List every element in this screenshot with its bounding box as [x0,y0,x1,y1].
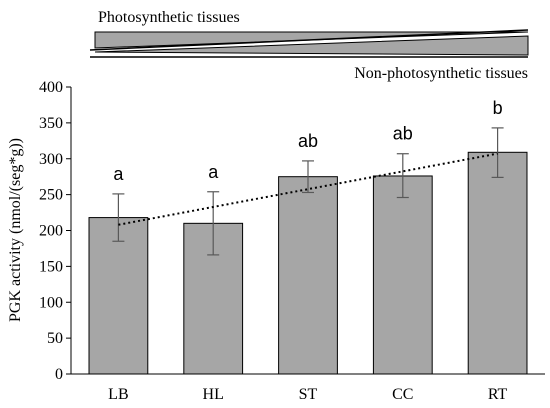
trendline [118,152,498,226]
y-tick-label: 350 [39,115,63,132]
y-tick-label: 50 [47,330,63,347]
significance-label-rt: b [493,98,503,118]
non-photosynthetic-tissues-label: Non-photosynthetic tissues [354,65,528,82]
bar-rt [467,151,528,375]
significance-label-cc: ab [393,124,413,144]
significance-label-lb: a [113,164,124,184]
y-tick-label: 200 [39,223,63,240]
tissue-gradient-diagram: Photosynthetic tissues Non-photosyntheti… [89,9,529,82]
y-tick-label: 150 [39,258,63,275]
y-axis-label: PGK activity (nmol/(seg*g)) [7,138,24,322]
x-tick-group: LB HL ST CC RT [108,386,507,403]
non-photosynthetic-wedge [94,35,529,56]
y-tick-label: 250 [39,187,63,204]
y-tick-label: 0 [55,366,63,383]
x-tick-label-cc: CC [392,386,413,403]
x-tick-label-lb: LB [108,386,128,403]
bar-cc [372,175,433,375]
y-tick-label: 400 [39,79,63,96]
error-bar-group [112,127,504,256]
y-tick-label: 300 [39,151,63,168]
trendline-group [118,152,498,226]
photosynthetic-tissues-label: Photosynthetic tissues [98,9,240,26]
y-tick-group: 0 50 100 150 200 250 300 350 400 [39,79,71,383]
significance-label-st: ab [298,131,318,151]
x-tick-label-rt: RT [488,386,508,403]
bar-st [278,176,338,375]
bar-lb [88,217,149,375]
significance-label-group: a a ab ab b [113,98,502,184]
significance-label-hl: a [208,162,219,182]
diagonal-divider [89,29,529,51]
y-tick-label: 100 [39,294,63,311]
x-tick-label-st: ST [299,386,318,403]
x-tick-label-hl: HL [203,386,224,403]
